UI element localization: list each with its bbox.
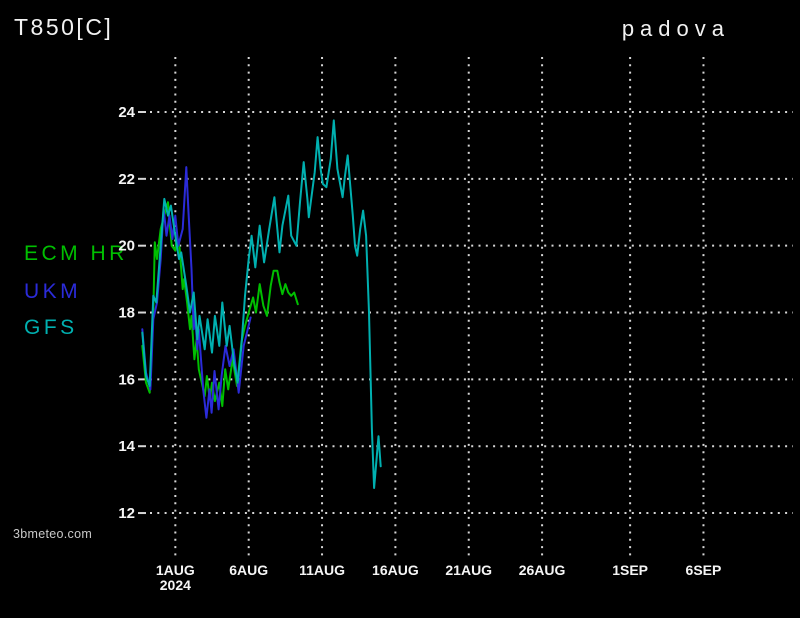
legend-item-ecm-hr: ECM HR [24, 242, 128, 265]
y-tick-label: 16 [118, 371, 135, 388]
y-tick-label: 22 [118, 171, 135, 188]
legend-item-ukm: UKM [24, 280, 82, 303]
chart-title: T850[C] [14, 14, 114, 40]
y-tick-label: 24 [118, 104, 135, 121]
x-tick-label: 1SEP [612, 562, 648, 578]
x-tick-label: 26AUG [519, 562, 566, 578]
x-tick-label: 16AUG [372, 562, 419, 578]
y-tick-label: 18 [118, 305, 135, 322]
x-tick-label: 11AUG [299, 562, 345, 578]
y-gridlines: 12 14 16 18 20 22 24 [118, 104, 793, 522]
x-tick-label: 6AUG [229, 562, 268, 578]
legend-item-gfs: GFS [24, 316, 78, 339]
y-tick-label: 20 [118, 238, 135, 255]
x-tick-label: 21AUG [445, 562, 492, 578]
x-tick-sublabel: 2024 [160, 577, 191, 593]
x-tick-label: 6SEP [686, 562, 722, 578]
y-tick-label: 12 [118, 505, 135, 522]
location-label: padova [621, 16, 730, 41]
chart-legend: ECM HR UKM GFS [0, 0, 140, 618]
watermark-label: 3bmeteo.com [13, 527, 93, 541]
y-tick-label: 14 [118, 438, 135, 455]
x-tick-label: 1AUG [156, 562, 195, 578]
gfs-line [141, 119, 382, 489]
